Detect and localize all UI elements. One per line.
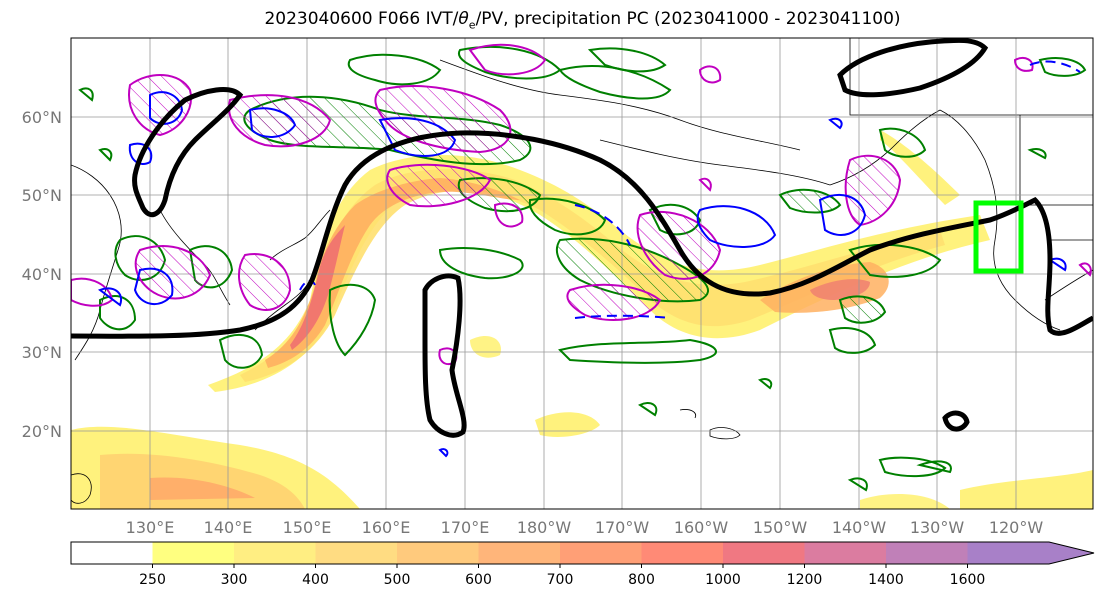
lon-label: 140°W <box>832 518 887 537</box>
target-region-box <box>973 200 1024 274</box>
colorbar-tick-label: 1600 <box>950 572 986 588</box>
colorbar-segment <box>967 542 1094 564</box>
colorbar-segment <box>234 542 316 564</box>
colorbar-segment <box>152 542 235 564</box>
colorbar-tick-label: 700 <box>547 572 574 588</box>
lat-label: 60°N <box>22 108 62 127</box>
colorbar-segment <box>560 542 642 564</box>
colorbar-tick-label: 300 <box>221 572 248 588</box>
colorbar-tick-label: 800 <box>628 572 655 588</box>
colorbar-segment <box>315 542 398 564</box>
colorbar-segment <box>804 542 887 564</box>
colorbar-segment <box>886 542 968 564</box>
lon-label: 160°E <box>362 518 411 537</box>
lon-label: 180°W <box>517 518 572 537</box>
colorbar-segment <box>641 542 724 564</box>
map-border <box>70 37 1094 510</box>
title-suffix: /PV, precipitation PC (2023041000 - 2023… <box>475 9 901 29</box>
colorbar-tick-label: 400 <box>302 572 329 588</box>
latitude-labels: 60°N 50°N 40°N 30°N 20°N <box>22 108 62 441</box>
colorbar-tick-label: 1000 <box>705 572 741 588</box>
lon-label: 140°E <box>204 518 253 537</box>
colorbar-tick-label: 250 <box>139 572 166 588</box>
colorbar: 250 300 400 500 600 700 800 1000 1200 1400 1600 <box>70 541 1095 588</box>
lat-label: 20°N <box>22 422 62 441</box>
theta-e-contours <box>71 38 1093 438</box>
colorbar-segment <box>723 542 805 564</box>
lon-label: 170°E <box>441 518 490 537</box>
colorbar-segment <box>71 542 153 564</box>
colorbar-tick-label: 500 <box>384 572 411 588</box>
lon-label: 130°E <box>126 518 175 537</box>
colorbar-tick-label: 1200 <box>787 572 823 588</box>
colorbar-outline <box>70 541 1095 565</box>
colorbar-segment <box>397 542 479 564</box>
colorbar-tick-label: 1400 <box>868 572 904 588</box>
pv-blue-contours <box>97 60 1081 458</box>
lon-label: 130°W <box>910 518 965 537</box>
colorbar-segment <box>478 542 561 564</box>
title-prefix: 2023040600 F066 IVT/ <box>264 9 459 29</box>
lon-label: 160°W <box>674 518 729 537</box>
colorbar-tick-label: 600 <box>465 572 492 588</box>
lat-label: 30°N <box>22 343 62 362</box>
title-theta: θ <box>458 9 469 29</box>
map-title: 2023040600 F066 IVT/θe/PV, precipitation… <box>0 9 1105 31</box>
lon-label: 150°W <box>753 518 808 537</box>
lon-label: 170°W <box>595 518 650 537</box>
title-theta-subscript: e <box>468 18 476 32</box>
longitude-labels: 130°E 140°E 150°E 160°E 170°E 180°W 170°W 160°W… <box>126 518 1044 537</box>
lat-label: 50°N <box>22 186 62 205</box>
lat-label: 40°N <box>22 265 62 284</box>
lon-label: 150°E <box>283 518 332 537</box>
lon-label: 120°W <box>989 518 1044 537</box>
